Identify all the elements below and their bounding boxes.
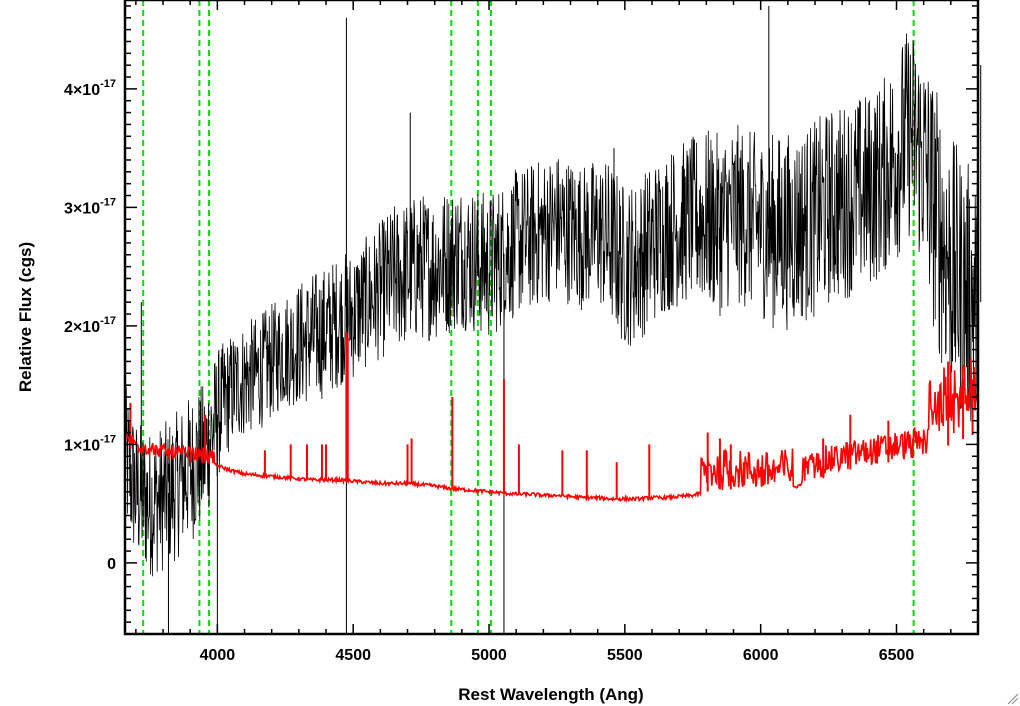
x-tick-label: 4500 xyxy=(335,647,371,664)
y-tick-label: 0 xyxy=(107,556,116,573)
x-axis-title: Rest Wavelength (Ang) xyxy=(458,685,643,704)
flux-line xyxy=(124,33,979,577)
y-axis-ticks: 01×10-172×10-173×10-174×10-17 xyxy=(64,5,978,623)
y-tick-exponent: -17 xyxy=(100,433,116,445)
y-tick-mantissa: 3×10 xyxy=(64,200,100,217)
y-tick-exponent: -17 xyxy=(100,78,116,90)
y-tick-mantissa: 2×10 xyxy=(64,319,100,336)
y-tick-mantissa: 0 xyxy=(107,556,116,573)
y-tick-label: 1×10-17 xyxy=(64,433,116,454)
plot-frame xyxy=(123,0,980,636)
error-spectrum xyxy=(124,331,979,504)
y-tick-label: 4×10-17 xyxy=(64,78,116,99)
x-tick-label: 6500 xyxy=(879,647,915,664)
y-tick-exponent: -17 xyxy=(100,315,116,327)
x-tick-label: 4000 xyxy=(200,647,236,664)
y-tick-label: 2×10-17 xyxy=(64,315,116,336)
x-tick-label: 6000 xyxy=(743,647,779,664)
resize-grip-icon[interactable] xyxy=(1007,693,1019,705)
error-line xyxy=(124,358,979,504)
y-tick-mantissa: 1×10 xyxy=(64,437,100,454)
x-tick-label: 5000 xyxy=(471,647,507,664)
y-tick-mantissa: 4×10 xyxy=(64,82,100,99)
y-tick-exponent: -17 xyxy=(100,196,116,208)
x-axis-ticks: 4000 4500 5000 5500 6000 6500 xyxy=(135,0,979,664)
x-tick-label: 5500 xyxy=(607,647,643,664)
y-axis-title: Relative Flux (cgs) xyxy=(16,242,35,392)
y-tick-label: 3×10-17 xyxy=(64,196,116,217)
